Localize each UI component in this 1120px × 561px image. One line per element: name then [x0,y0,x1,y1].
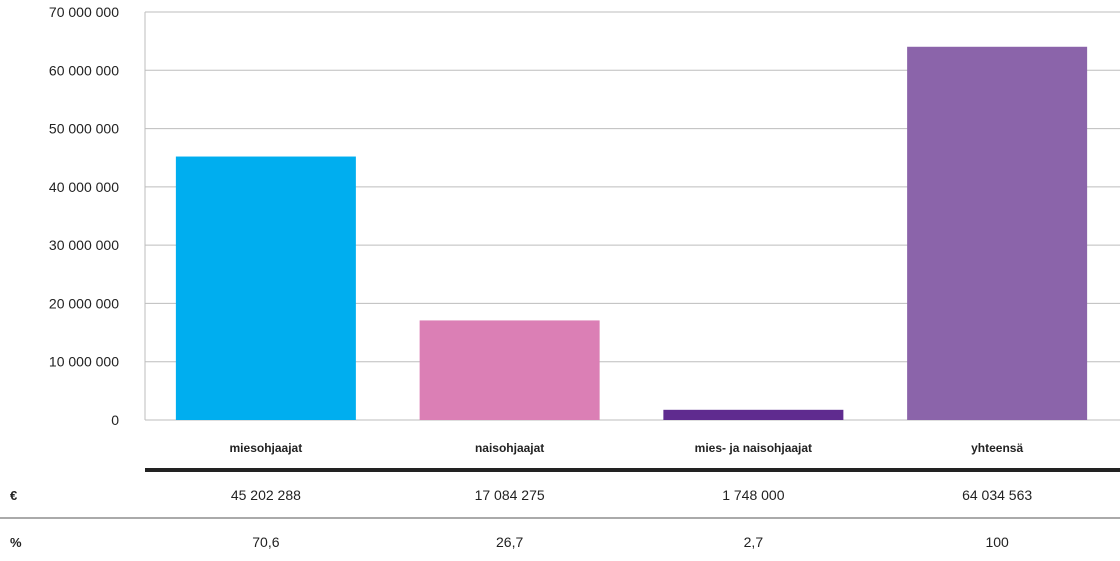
table-cell: 17 084 275 [475,487,545,503]
table-cell: 100 [985,534,1009,550]
table-cell: 26,7 [496,534,523,550]
category-label: mies- ja naisohjaajat [695,441,812,455]
table-row-header: € [10,488,17,503]
y-tick-label: 0 [111,412,119,428]
bar [175,156,356,421]
category-label: naisohjaajat [475,441,544,455]
bar [663,409,844,420]
y-tick-label: 20 000 000 [49,295,119,311]
y-tick-label: 60 000 000 [49,62,119,78]
category-label: miesohjaajat [230,441,303,455]
bar [907,46,1088,421]
y-tick-label: 40 000 000 [49,179,119,195]
bar [419,320,600,420]
y-tick-label: 30 000 000 [49,237,119,253]
table-cell: 70,6 [252,534,279,550]
data-table: €45 202 288 17 084 275 1 748 000 64 034 563… [0,468,1120,550]
y-tick-label: 50 000 000 [49,121,119,137]
y-tick-label: 70 000 000 [49,4,119,20]
y-tick-label: 10 000 000 [49,354,119,370]
category-labels: miesohjaajat naisohjaajat mies- ja naisohj… [230,441,1024,455]
table-cell: 1 748 000 [722,487,784,503]
bars [175,46,1088,421]
table-cell: 45 202 288 [231,487,301,503]
category-label: yhteensä [971,441,1023,455]
table-row-header: % [10,535,22,550]
y-axis-tick-labels: 0 10 000 000 20 000 000 30 000 000 40 000 00… [49,4,119,428]
table-header-rule [145,468,1120,472]
table-cell: 2,7 [744,534,764,550]
table-cell: 64 034 563 [962,487,1032,503]
